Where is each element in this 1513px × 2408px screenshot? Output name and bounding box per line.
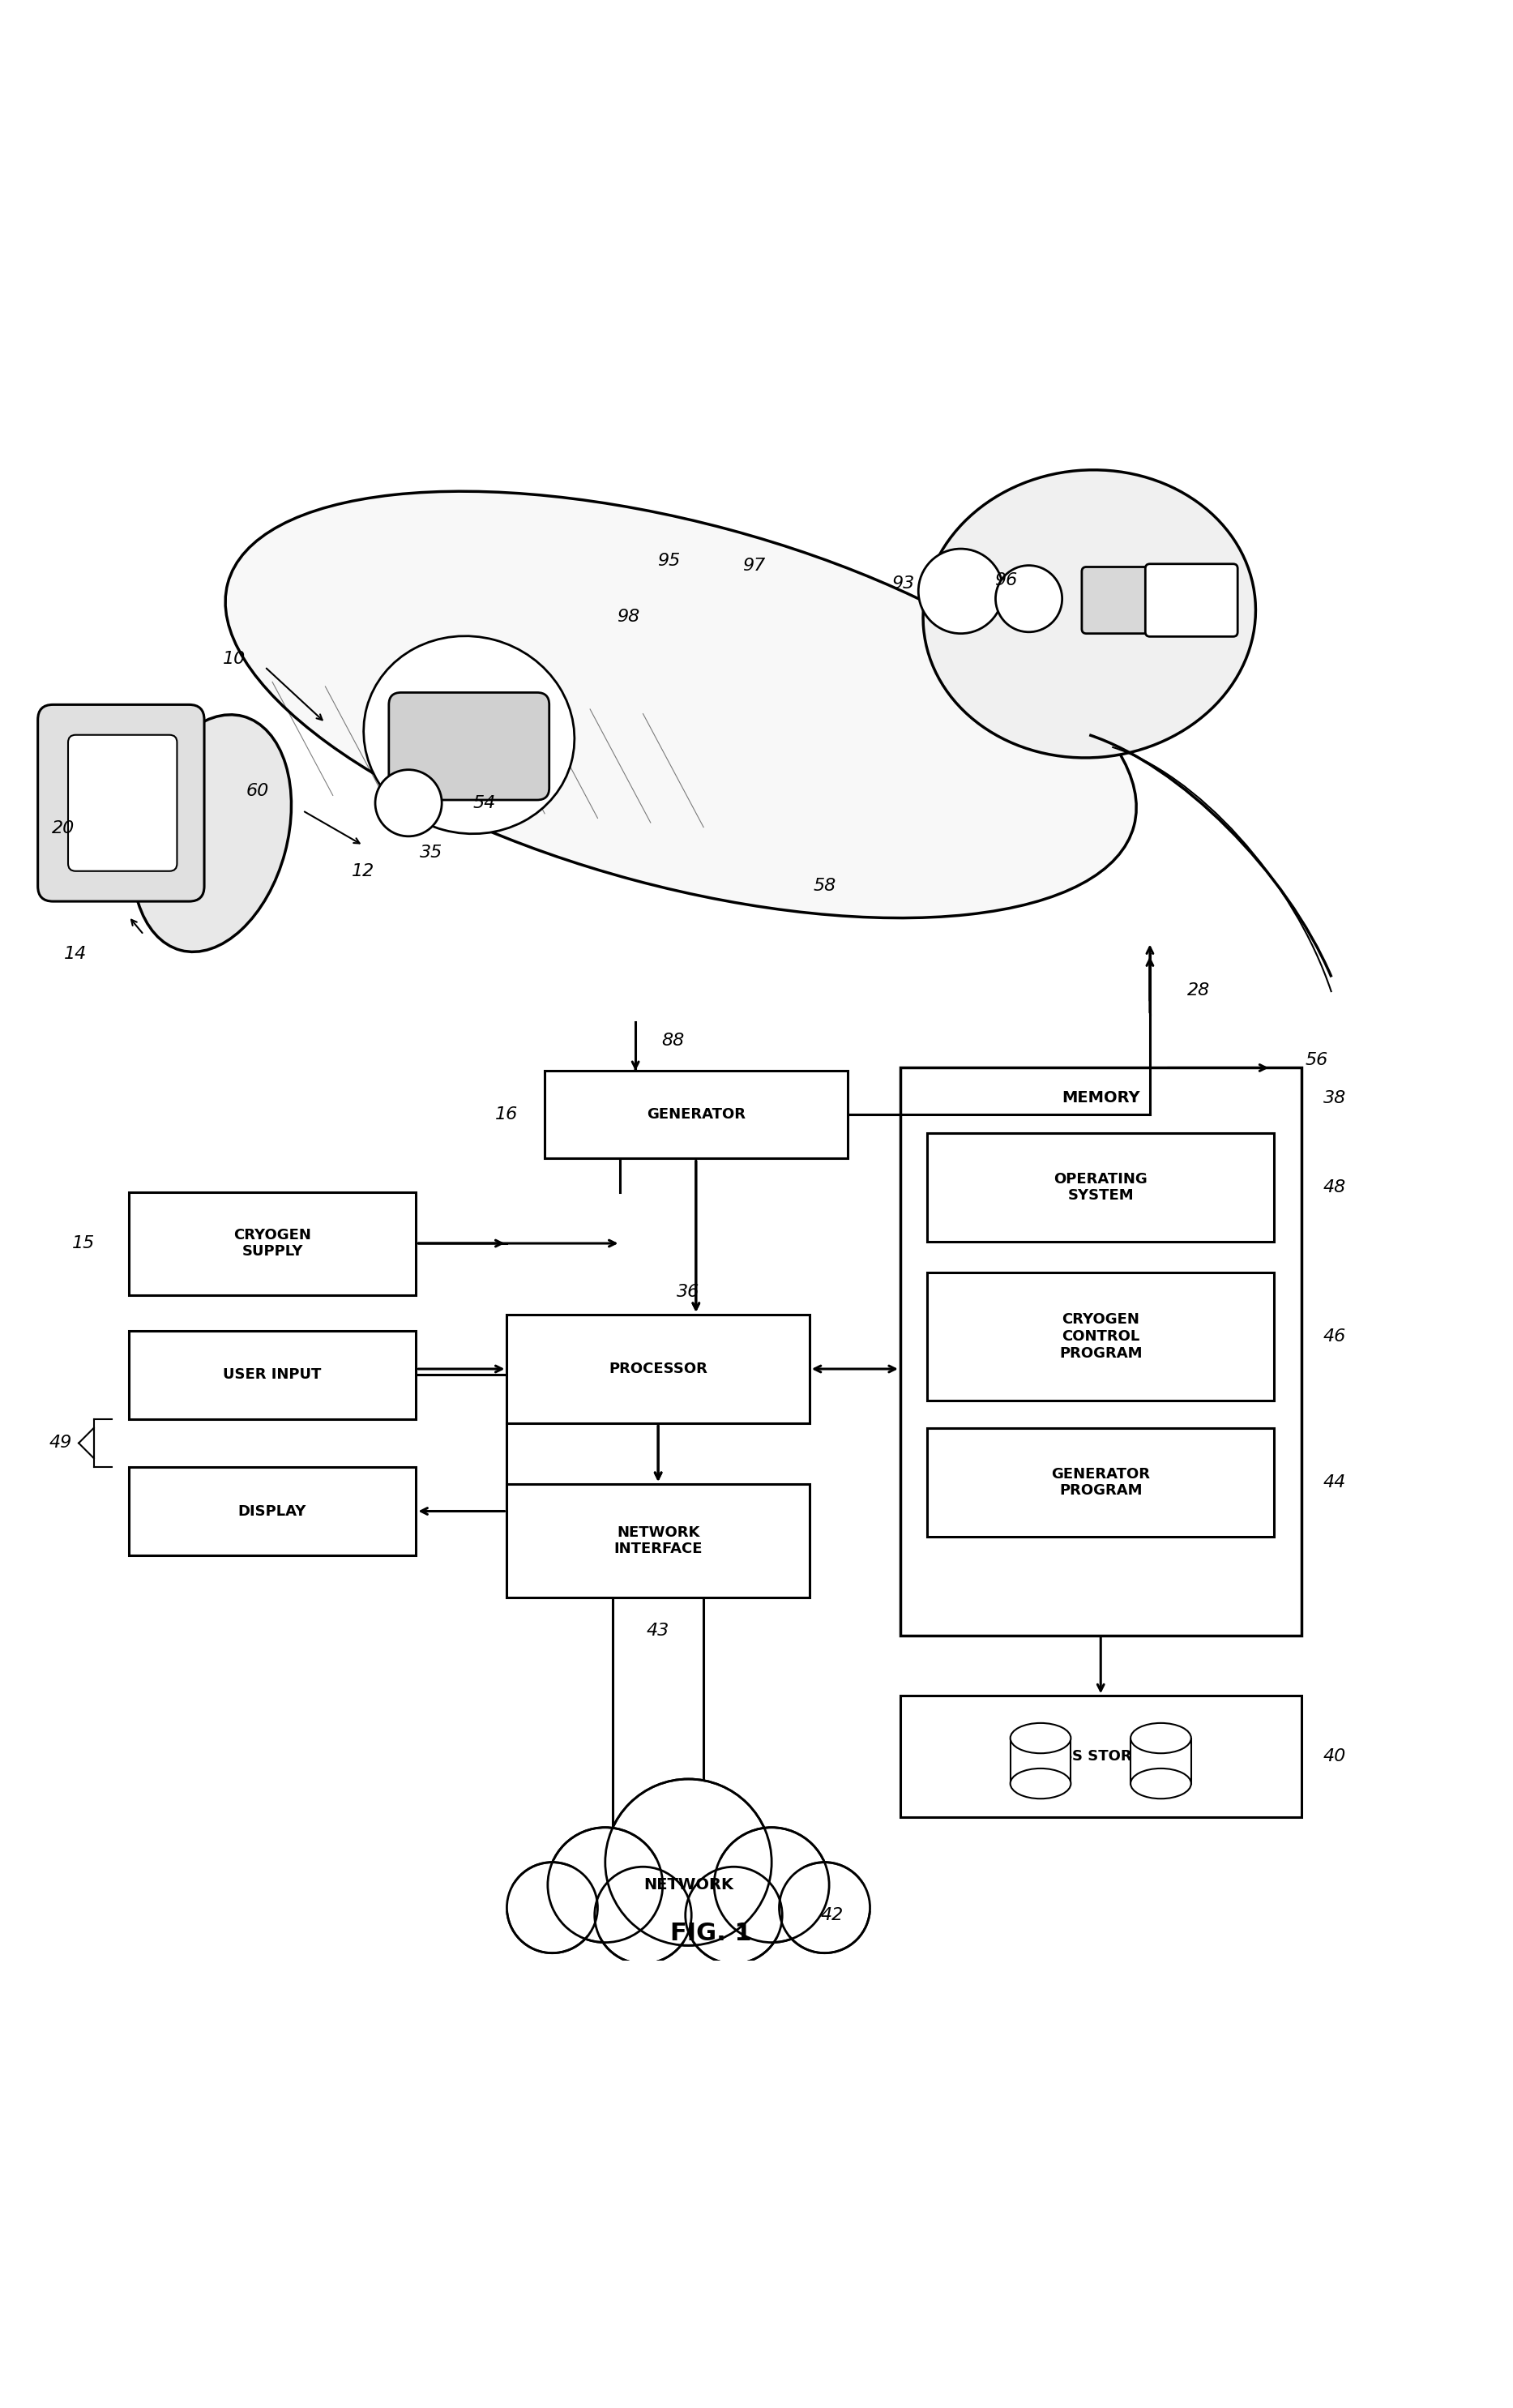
Circle shape xyxy=(595,1866,691,1963)
Ellipse shape xyxy=(923,470,1256,759)
Text: MASS STORAGE: MASS STORAGE xyxy=(1036,1748,1165,1763)
Text: 93: 93 xyxy=(891,576,915,592)
Circle shape xyxy=(375,771,442,836)
Text: 43: 43 xyxy=(646,1623,670,1640)
Text: 56: 56 xyxy=(1304,1052,1328,1069)
Text: USER INPUT: USER INPUT xyxy=(222,1368,322,1382)
Text: 58: 58 xyxy=(812,879,837,893)
FancyBboxPatch shape xyxy=(927,1132,1274,1243)
FancyBboxPatch shape xyxy=(507,1483,809,1597)
Text: 60: 60 xyxy=(245,783,269,799)
Text: 96: 96 xyxy=(994,573,1018,588)
Text: 36: 36 xyxy=(676,1283,701,1300)
FancyBboxPatch shape xyxy=(129,1332,416,1418)
FancyBboxPatch shape xyxy=(507,1315,809,1423)
Bar xyxy=(1130,1739,1191,1784)
Text: 44: 44 xyxy=(1322,1474,1347,1491)
FancyBboxPatch shape xyxy=(927,1271,1274,1401)
Ellipse shape xyxy=(1130,1724,1191,1753)
FancyBboxPatch shape xyxy=(545,1072,847,1158)
Ellipse shape xyxy=(363,636,575,833)
Text: CRYOGEN
SUPPLY: CRYOGEN SUPPLY xyxy=(233,1228,312,1259)
Text: 38: 38 xyxy=(1322,1091,1347,1105)
Text: NETWORK: NETWORK xyxy=(643,1878,734,1893)
Text: 10: 10 xyxy=(222,650,247,667)
Ellipse shape xyxy=(1011,1724,1071,1753)
Circle shape xyxy=(548,1828,663,1943)
Text: 98: 98 xyxy=(616,609,640,626)
Text: 16: 16 xyxy=(495,1108,519,1122)
FancyBboxPatch shape xyxy=(900,1695,1301,1818)
Circle shape xyxy=(685,1866,782,1963)
Text: 12: 12 xyxy=(351,862,375,879)
Text: 28: 28 xyxy=(1186,982,1210,999)
Circle shape xyxy=(605,1780,772,1946)
Text: 14: 14 xyxy=(64,946,88,963)
Text: 97: 97 xyxy=(741,556,766,573)
Text: 88: 88 xyxy=(661,1033,685,1047)
Circle shape xyxy=(996,566,1062,631)
FancyBboxPatch shape xyxy=(900,1067,1301,1635)
Text: 15: 15 xyxy=(71,1235,95,1252)
Text: NETWORK
INTERFACE: NETWORK INTERFACE xyxy=(614,1524,702,1556)
Ellipse shape xyxy=(132,715,292,951)
Ellipse shape xyxy=(1011,1767,1071,1799)
FancyBboxPatch shape xyxy=(38,706,204,901)
FancyBboxPatch shape xyxy=(1082,566,1148,633)
Text: PROCESSOR: PROCESSOR xyxy=(608,1361,708,1377)
Circle shape xyxy=(714,1828,829,1943)
Text: 40: 40 xyxy=(1322,1748,1347,1765)
Text: 46: 46 xyxy=(1322,1329,1347,1344)
Text: OPERATING
SYSTEM: OPERATING SYSTEM xyxy=(1055,1173,1147,1204)
Bar xyxy=(1011,1739,1071,1784)
Circle shape xyxy=(779,1861,870,1953)
Text: FIG. 1: FIG. 1 xyxy=(670,1922,752,1946)
FancyBboxPatch shape xyxy=(389,694,549,799)
FancyBboxPatch shape xyxy=(129,1192,416,1296)
Text: GENERATOR
PROGRAM: GENERATOR PROGRAM xyxy=(1052,1466,1150,1498)
FancyBboxPatch shape xyxy=(68,734,177,872)
Text: DISPLAY: DISPLAY xyxy=(238,1505,307,1519)
Text: 35: 35 xyxy=(419,845,443,862)
FancyBboxPatch shape xyxy=(1145,563,1238,636)
Text: MEMORY: MEMORY xyxy=(1062,1091,1139,1105)
Text: 95: 95 xyxy=(657,554,681,568)
Circle shape xyxy=(507,1861,598,1953)
Text: 42: 42 xyxy=(820,1907,844,1924)
Text: GENERATOR: GENERATOR xyxy=(646,1108,746,1122)
FancyBboxPatch shape xyxy=(129,1466,416,1556)
Ellipse shape xyxy=(1130,1767,1191,1799)
Text: 54: 54 xyxy=(472,795,496,811)
Text: 49: 49 xyxy=(48,1435,73,1452)
Ellipse shape xyxy=(225,491,1136,917)
Text: 48: 48 xyxy=(1322,1180,1347,1194)
Text: 20: 20 xyxy=(51,821,76,838)
FancyBboxPatch shape xyxy=(927,1428,1274,1536)
Ellipse shape xyxy=(499,1859,878,1941)
Circle shape xyxy=(918,549,1003,633)
Text: CRYOGEN
CONTROL
PROGRAM: CRYOGEN CONTROL PROGRAM xyxy=(1059,1312,1142,1361)
